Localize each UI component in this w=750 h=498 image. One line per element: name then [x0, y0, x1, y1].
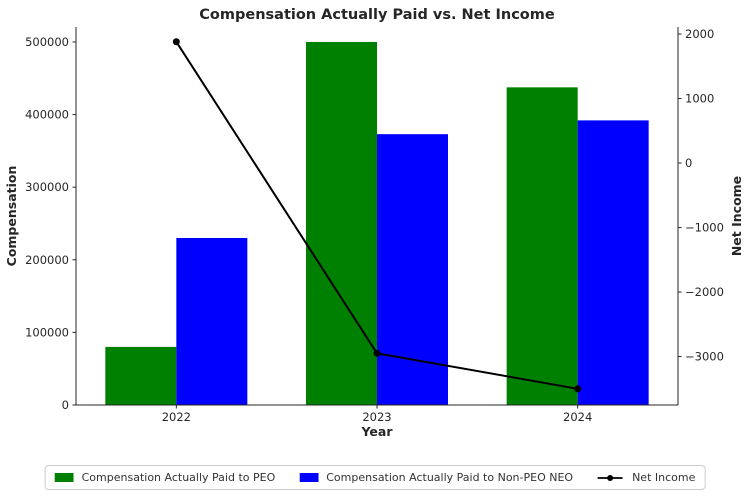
left-tick-label: 400000	[25, 108, 69, 122]
chart-canvas: 0 100000 200000 300000 400000 500000 2000 1000 0…	[4, 7, 744, 439]
net-income-point-2023	[373, 349, 381, 357]
left-tick-label: 0	[62, 398, 69, 412]
legend-line-marker-icon	[598, 474, 624, 481]
bar-peo-2023	[306, 41, 377, 405]
bar-non-peo-2024	[577, 120, 649, 405]
y-axis-label-left: Compensation	[4, 166, 19, 267]
legend: Compensation Actually Paid to PEO Compen…	[44, 465, 706, 490]
left-tick-label: 100000	[25, 325, 69, 339]
left-tick-label: 500000	[25, 35, 69, 49]
legend-swatch-non-peo	[299, 473, 319, 482]
chart-title: Compensation Actually Paid vs. Net Incom…	[199, 7, 555, 23]
bar-non-peo-2022	[176, 238, 248, 405]
net-income-point-2022	[172, 38, 180, 46]
right-tick-label: −1000	[685, 221, 724, 235]
bar-peo-2022	[105, 346, 177, 405]
right-tick-label: −3000	[685, 350, 724, 364]
bar-peo-2024	[506, 87, 578, 406]
legend-swatch-peo-icon	[54, 473, 74, 482]
left-tick-label: 200000	[25, 253, 69, 267]
right-tick-label: −2000	[685, 285, 724, 299]
legend-item-peo: Compensation Actually Paid to PEO	[54, 471, 276, 484]
x-axis-label: Year	[361, 424, 394, 439]
legend-swatch-peo	[54, 473, 74, 482]
legend-swatch-non-peo-icon	[299, 473, 319, 482]
x-tick-label-2024: 2024	[563, 410, 592, 424]
legend-label-peo: Compensation Actually Paid to PEO	[81, 471, 276, 484]
legend-label-net-income: Net Income	[632, 471, 696, 484]
legend-item-net-income: Net Income	[597, 471, 695, 484]
right-tick-label: 2000	[685, 27, 714, 41]
right-tick-label: 0	[685, 156, 692, 170]
right-tick-label: 1000	[685, 92, 714, 106]
legend-item-non-peo: Compensation Actually Paid to Non-PEO NE…	[299, 471, 573, 484]
net-income-point-2024	[574, 385, 582, 393]
legend-label-non-peo: Compensation Actually Paid to Non-PEO NE…	[326, 471, 574, 484]
left-tick-label: 300000	[25, 180, 69, 194]
y-axis-label-right: Net Income	[729, 176, 744, 256]
x-tick-label-2022: 2022	[162, 410, 191, 424]
x-tick-label-2023: 2023	[362, 410, 391, 424]
